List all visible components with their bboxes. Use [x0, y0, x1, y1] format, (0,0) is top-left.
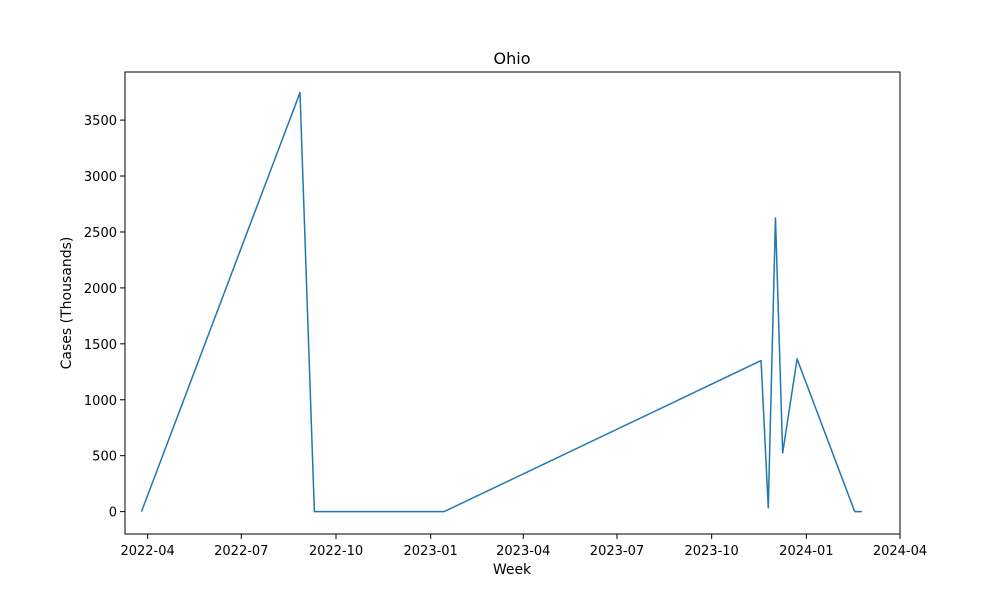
y-tick-label: 3000 — [84, 170, 117, 185]
x-tick-label: 2022-04 — [120, 544, 174, 559]
series-layer — [140, 91, 862, 513]
x-tick-label: 2023-04 — [496, 544, 550, 559]
y-tick-label: 2500 — [84, 226, 117, 241]
x-tick-label: 2022-10 — [309, 544, 363, 559]
x-tick-label: 2023-07 — [590, 544, 644, 559]
y-tick-label: 3500 — [84, 114, 117, 129]
x-axis: 2022-04 2022-07 2022-10 2023-01 2023-04 2023-… — [120, 534, 927, 559]
x-tick-label: 2024-04 — [873, 544, 927, 559]
y-tick-label: 1000 — [84, 394, 117, 409]
plot-frame — [124, 71, 901, 535]
x-tick-label: 2023-10 — [684, 544, 738, 559]
y-tick-label: 0 — [109, 506, 117, 521]
y-axis: 0 500 1000 1500 2000 2500 3000 3500 — [84, 114, 125, 521]
y-tick-label: 500 — [92, 450, 117, 465]
x-tick-label: 2022-07 — [214, 544, 268, 559]
y-tick-label: 1500 — [84, 338, 117, 353]
x-axis-label: Week — [493, 562, 532, 578]
x-tick-label: 2024-01 — [779, 544, 833, 559]
series-line-0 — [140, 91, 862, 513]
y-tick-label: 2000 — [84, 282, 117, 297]
x-tick-label: 2023-01 — [404, 544, 458, 559]
chart-title: Ohio — [494, 49, 531, 68]
y-axis-label: Cases (Thousands) — [59, 237, 75, 370]
